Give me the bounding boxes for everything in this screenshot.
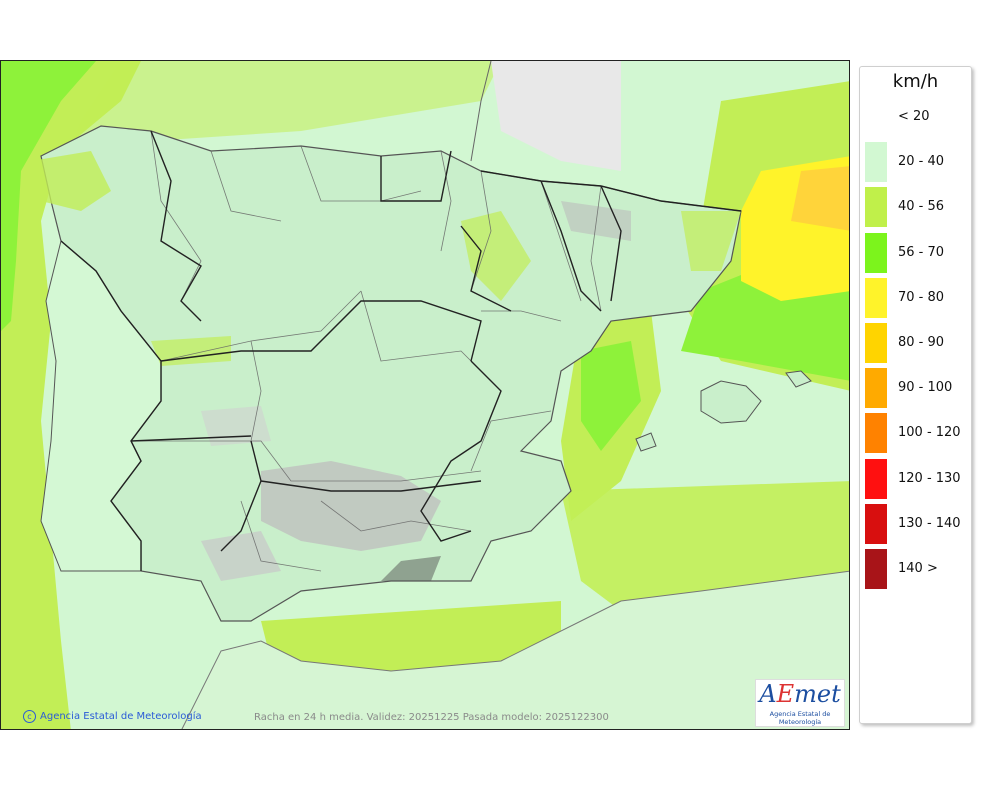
sierra-morena-relief	[201, 531, 281, 581]
legend-swatch	[865, 142, 887, 183]
legend-item: 80 - 90	[864, 323, 969, 363]
catalonia-gust-patch	[681, 211, 741, 271]
cantabrian-zone	[61, 61, 501, 171]
portugal-border	[60, 240, 162, 571]
balearic-sea-zone	[561, 481, 849, 611]
map-caption: Racha en 24 h media. Validez: 20251225 P…	[254, 712, 609, 723]
legend-label: < 20	[898, 109, 930, 124]
atlantic-strong-zone	[1, 61, 96, 331]
legend-swatch	[865, 232, 887, 273]
france-border	[480, 170, 742, 212]
ibiza	[635, 432, 657, 452]
map-canvas	[1, 61, 849, 729]
legend-label: 56 - 70	[898, 244, 945, 260]
legend-label: 90 - 100	[898, 380, 953, 396]
legend-swatch	[865, 323, 887, 363]
gulf-of-lion-core	[791, 166, 849, 231]
legend-label: 100 - 120	[898, 425, 961, 441]
atlantic-gust-zone	[1, 61, 141, 729]
legend-swatch	[865, 549, 887, 589]
legend-item: 70 - 80	[864, 277, 969, 318]
ebro-gust-patch	[461, 211, 531, 301]
mallorca	[700, 380, 762, 424]
legend-swatch	[865, 413, 887, 454]
legend-swatch	[865, 277, 887, 318]
legend-item: 40 - 56	[864, 187, 969, 228]
legend-label: 80 - 90	[898, 335, 945, 350]
legend-item: 120 - 130	[864, 458, 969, 499]
legend-item: 20 - 40	[864, 142, 969, 183]
legend-title: km/h	[892, 71, 939, 92]
legend-label: 130 - 140	[898, 515, 961, 531]
legend-swatch	[865, 458, 887, 499]
france-coast	[470, 61, 492, 162]
regional-borders	[130, 130, 622, 552]
legend-swatch	[865, 187, 887, 228]
galicia-gust-patch	[31, 151, 111, 211]
sierra-nevada-relief	[381, 556, 441, 581]
legend-swatch	[865, 503, 887, 544]
legend-label: 20 - 40	[898, 154, 945, 170]
menorca	[785, 370, 812, 388]
aemet-credit: c Agencia Estatal de Meteorología	[23, 710, 202, 723]
legend-item: 90 - 100	[864, 368, 969, 409]
legend-item: 100 - 120	[864, 413, 969, 454]
legend-label: 40 - 56	[898, 199, 945, 215]
aemet-logo: AEmet Agencia Estatal de Meteorología	[755, 679, 845, 727]
legend-label: 140 >	[898, 561, 938, 576]
west-gust-patch	[151, 336, 231, 366]
legend-item: 140 >	[864, 549, 969, 589]
legend-item: < 20	[864, 97, 969, 137]
alboran-zone	[261, 601, 561, 671]
legend-item: 130 - 140	[864, 503, 969, 544]
legend-panel: km/h < 20 20 - 40 40 - 56 56 - 70 70 - 80 80 …	[859, 66, 972, 724]
logo-subtitle: Agencia Estatal de Meteorología	[769, 710, 831, 726]
valencia-sea-core	[581, 341, 641, 451]
north-africa	[181, 570, 849, 729]
legend-swatch	[865, 368, 887, 409]
credit-text: Agencia Estatal de Meteorología	[40, 711, 202, 722]
betic-relief	[261, 461, 441, 551]
france-land	[491, 61, 621, 171]
legend-label: 120 - 130	[898, 470, 961, 486]
central-relief	[201, 406, 271, 446]
copyright-icon: c	[23, 710, 36, 723]
legend-label: 70 - 80	[898, 289, 945, 305]
legend-item: 56 - 70	[864, 232, 969, 273]
wind-gust-map: c Agencia Estatal de Meteorología Racha …	[0, 60, 850, 730]
